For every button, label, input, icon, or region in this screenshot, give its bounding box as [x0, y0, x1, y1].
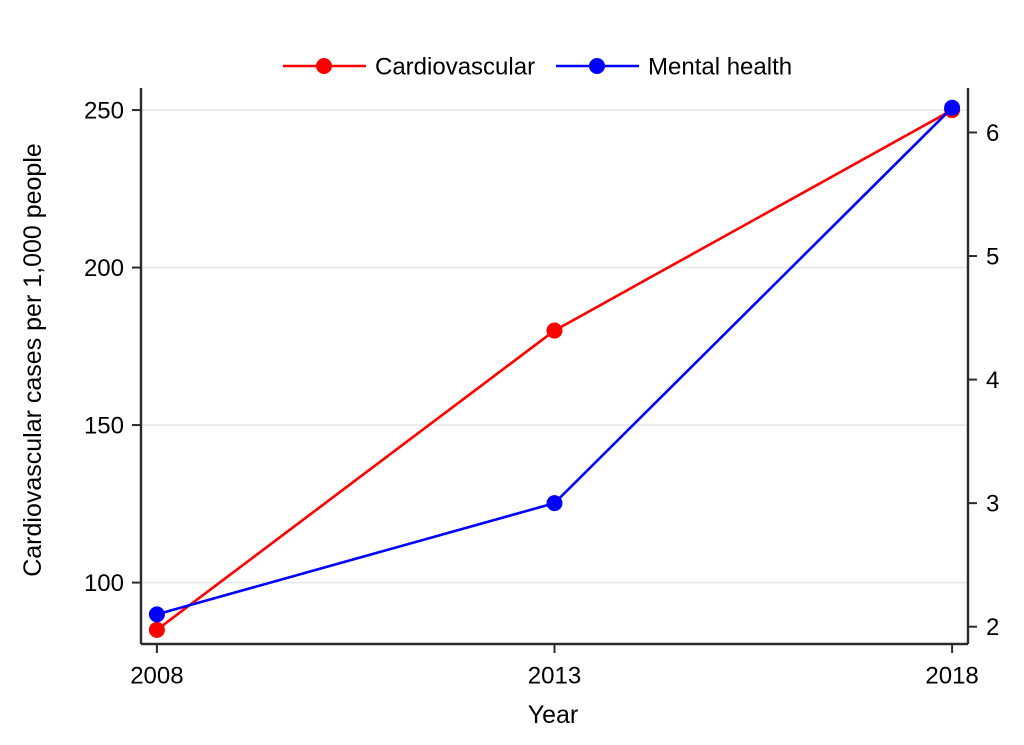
- left-axis-tick-label: 250: [84, 97, 124, 124]
- x-axis-tick-label: 2018: [925, 662, 978, 689]
- legend-label-mental-health: Mental health: [648, 53, 792, 80]
- left-axis-tick-label: 100: [84, 570, 124, 597]
- series-line-cardiovascular: [156, 108, 953, 631]
- left-axis-tick-label: 200: [84, 255, 124, 282]
- series-line-mental-health: [156, 106, 954, 616]
- left-axis-title: Cardiovascular cases per 1,000 people: [19, 143, 47, 577]
- data-point-mental-health: [148, 606, 165, 623]
- legend-marker-mental-health-icon: [589, 58, 605, 74]
- data-point-mental-health: [944, 99, 961, 116]
- x-axis-tick-label: 2013: [528, 662, 581, 689]
- legend-marker-cardiovascular-icon: [316, 58, 332, 74]
- right-axis-tick-label: 4: [986, 367, 999, 394]
- data-point-cardiovascular: [148, 621, 165, 638]
- right-axis-tick-label: 6: [986, 120, 999, 147]
- x-axis-tick-label: 2008: [130, 662, 183, 689]
- data-point-cardiovascular: [546, 322, 563, 339]
- legend-label-cardiovascular: Cardiovascular: [375, 53, 535, 80]
- left-axis-tick-label: 150: [84, 412, 124, 439]
- right-axis-tick-label: 2: [986, 614, 999, 641]
- right-axis-tick-label: 3: [986, 491, 999, 518]
- x-axis-title: Year: [528, 701, 579, 729]
- right-axis-tick-label: 5: [986, 243, 999, 270]
- legend: Cardiovascular Mental health: [283, 53, 792, 80]
- data-point-mental-health: [546, 495, 563, 512]
- plot-area: 100 150 200 250 2 3 4 5 6 2008 2013 2018: [84, 88, 999, 689]
